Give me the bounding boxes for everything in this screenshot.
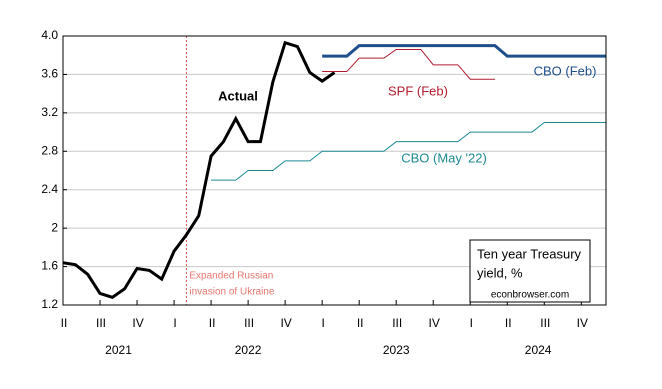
x-tick-label: II xyxy=(357,316,364,330)
x-group-label: 2024 xyxy=(525,343,552,357)
y-tick-label: 2.8 xyxy=(41,143,58,157)
x-tick-label: III xyxy=(540,316,550,330)
event-label: invasion of Ukraine xyxy=(189,287,274,298)
x-tick-label: II xyxy=(209,316,216,330)
note-text: yield, % xyxy=(477,265,523,280)
note-text: Ten year Treasury xyxy=(477,246,582,261)
y-tick-label: 4.0 xyxy=(41,28,58,42)
event-label: Expanded Russian xyxy=(189,271,273,282)
series-line xyxy=(322,48,495,80)
x-tick-label: III xyxy=(96,316,106,330)
x-group-label: 2022 xyxy=(235,343,262,357)
series-line xyxy=(322,44,606,58)
x-tick-label: I xyxy=(173,316,176,330)
x-tick-label: III xyxy=(392,316,402,330)
x-tick-label: IV xyxy=(577,316,588,330)
y-tick-label: 1.6 xyxy=(41,259,58,273)
y-tick-label: 3.6 xyxy=(41,67,58,81)
x-tick-label: I xyxy=(321,316,324,330)
series-label: CBO (Feb) xyxy=(534,63,597,78)
x-tick-label: IV xyxy=(280,316,291,330)
x-tick-label: III xyxy=(244,316,254,330)
x-tick-label: I xyxy=(470,316,473,330)
series-label: CBO (May '22) xyxy=(401,150,487,165)
series-line xyxy=(211,121,606,181)
series-label: SPF (Feb) xyxy=(388,83,448,98)
source-text: econbrowser.com xyxy=(491,290,569,301)
x-tick-label: II xyxy=(505,316,512,330)
series-line xyxy=(62,40,336,299)
y-tick-label: 3.2 xyxy=(41,105,58,119)
x-tick-label: IV xyxy=(429,316,440,330)
y-tick-label: 1.2 xyxy=(41,297,58,311)
series-label: Actual xyxy=(218,88,258,103)
x-tick-label: II xyxy=(61,316,68,330)
x-tick-label: IV xyxy=(132,316,143,330)
plot-frame xyxy=(62,35,607,306)
x-group-label: 2023 xyxy=(383,343,410,357)
x-group-label: 2021 xyxy=(105,343,132,357)
note-box xyxy=(469,239,591,303)
y-tick-label: 2.4 xyxy=(41,182,58,196)
y-tick-label: 2 xyxy=(51,220,58,234)
